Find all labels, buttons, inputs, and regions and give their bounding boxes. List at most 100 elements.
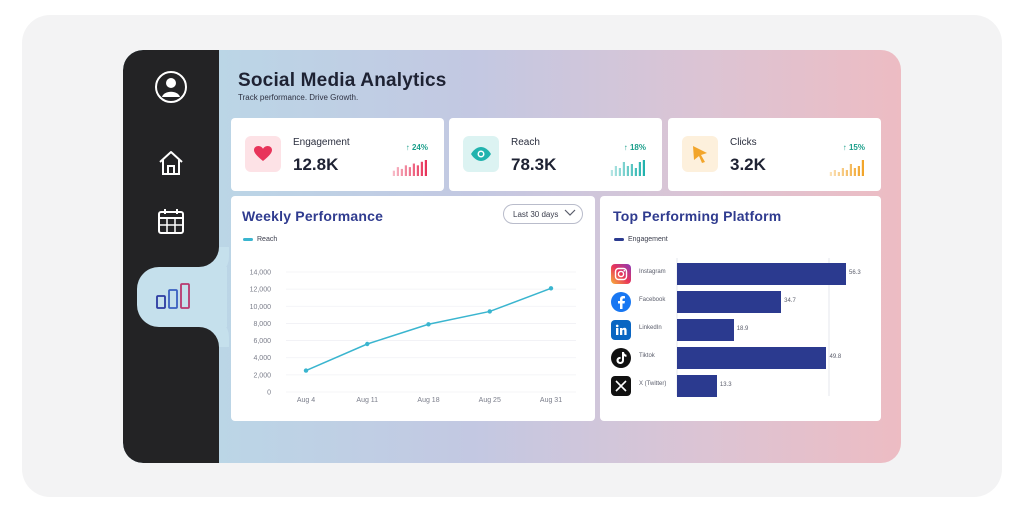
- kpi-value: 78.3K: [511, 155, 557, 174]
- sparkline-bar: [622, 162, 625, 176]
- sparkline-bar: [416, 165, 419, 176]
- cursor-icon: [682, 136, 718, 172]
- legend-label: Reach: [257, 236, 278, 243]
- kpi-value: 12.8K: [293, 155, 339, 174]
- y-tick-label: 6,000: [253, 338, 271, 345]
- sparkline-bar: [404, 165, 407, 176]
- x-tick-label: Aug 31: [540, 397, 562, 404]
- sparkline-bar: [853, 168, 856, 176]
- top-platform-panel: Top Performing Platform Engagement Insta…: [600, 196, 881, 421]
- platform-row[interactable]: Instagram 56.3: [611, 263, 871, 285]
- eye-icon: [463, 136, 499, 172]
- linkedin-icon: [611, 320, 631, 340]
- sparkline-bar: [400, 168, 403, 176]
- x-twitter-icon: [611, 376, 631, 396]
- sparkline-bar: [424, 160, 427, 176]
- kpi-value: 3.2K: [730, 155, 766, 174]
- y-tick-label: 0: [267, 390, 271, 397]
- y-tick-label: 2,000: [253, 372, 271, 379]
- y-tick-label: 4,000: [253, 355, 271, 362]
- platform-name: Instagram: [639, 269, 666, 275]
- page-subtitle: Track performance. Drive Growth.: [238, 93, 359, 102]
- sparkline-bar: [829, 172, 832, 176]
- platform-row[interactable]: Facebook 34.7: [611, 291, 871, 313]
- heart-icon: [245, 136, 281, 172]
- sparkline-bar: [614, 166, 617, 176]
- sparkline-bar: [861, 160, 864, 176]
- platform-name: Facebook: [639, 297, 666, 303]
- bar-value-label: 49.8: [829, 354, 842, 360]
- sparkline-bar: [642, 160, 645, 176]
- facebook-icon: [611, 292, 631, 312]
- sparkline-bar: [634, 168, 637, 176]
- y-tick-label: 14,000: [250, 270, 272, 277]
- data-point[interactable]: [548, 286, 554, 291]
- x-tick-label: Aug 25: [479, 397, 501, 404]
- chart-legend: Engagement: [614, 236, 668, 243]
- home-icon[interactable]: [151, 143, 191, 183]
- sparkline-bar: [857, 166, 860, 176]
- legend-label: Engagement: [628, 236, 668, 243]
- line-chart: 0 2,000 4,000 6,000 8,000 10,000 12,000 14,000 A…: [250, 270, 576, 404]
- sparkline: [610, 160, 645, 176]
- platform-name: LinkedIn: [639, 325, 662, 331]
- page-title: Social Media Analytics: [238, 70, 447, 91]
- sparkline-bar: [833, 170, 836, 176]
- platform-row[interactable]: LinkedIn 18.9: [611, 319, 871, 341]
- sparkline-bar: [420, 161, 423, 176]
- sparkline-bar: [837, 172, 840, 176]
- sidebar-active-tab[interactable]: [137, 267, 227, 327]
- sparkline-bar: [841, 168, 844, 176]
- bar-value-label: 18.9: [736, 326, 749, 332]
- sparkline-bar: [408, 167, 411, 176]
- sparkline-bar: [626, 166, 629, 176]
- sparkline-bar: [845, 170, 848, 176]
- kpi-label: Reach: [511, 137, 540, 148]
- platform-name: Tiktok: [639, 353, 655, 359]
- kpi-label: Engagement: [293, 137, 350, 148]
- y-tick-label: 12,000: [250, 287, 272, 294]
- user-avatar-icon[interactable]: [151, 67, 191, 107]
- tiktok-icon: [611, 348, 631, 368]
- chevron-down-icon: [564, 209, 576, 219]
- sparkline-bar: [849, 164, 852, 176]
- weekly-performance-panel: Weekly Performance Last 30 days Reach 0 2…: [231, 196, 595, 421]
- kpi-delta: ↑ 15%: [842, 143, 865, 152]
- bar: [677, 263, 846, 285]
- bar: [677, 347, 827, 369]
- x-tick-label: Aug 11: [356, 397, 378, 404]
- sidebar: [123, 50, 227, 463]
- kpi-delta: ↑ 18%: [623, 143, 646, 152]
- kpi-card-reach[interactable]: Reach 78.3K ↑ 18%: [449, 118, 662, 191]
- x-tick-label: Aug 4: [297, 397, 315, 404]
- kpi-delta: ↑ 24%: [405, 143, 428, 152]
- kpi-card-clicks[interactable]: Clicks 3.2K ↑ 15%: [668, 118, 881, 191]
- kpi-card-engagement[interactable]: Engagement 12.8K ↑ 24%: [231, 118, 444, 191]
- bar-value-label: 56.3: [849, 270, 861, 276]
- sparkline: [829, 160, 864, 176]
- data-point[interactable]: [487, 309, 492, 314]
- data-point[interactable]: [303, 368, 309, 373]
- sparkline-bar: [412, 163, 415, 176]
- bar: [677, 319, 734, 341]
- platform-row[interactable]: X (Twitter) 13.3: [611, 375, 871, 397]
- data-point[interactable]: [426, 322, 431, 327]
- instagram-icon: [611, 264, 631, 284]
- y-tick-label: 10,000: [250, 304, 272, 311]
- chart-legend: Reach: [243, 236, 277, 243]
- bar-value-label: 34.7: [784, 298, 796, 304]
- bar-chart: Instagram 56.3 Facebook 34.7 LinkedIn 18…: [600, 196, 881, 421]
- sparkline-bar: [638, 162, 641, 176]
- platform-row[interactable]: Tiktok 49.8: [611, 347, 871, 369]
- sparkline-bar: [392, 170, 395, 176]
- legend-swatch: [243, 238, 253, 241]
- sparkline-bar: [396, 167, 399, 176]
- bar-value-label: 13.3: [719, 382, 732, 388]
- panel-title: Weekly Performance: [242, 208, 384, 224]
- bar: [677, 375, 717, 397]
- sparkline-bar: [630, 164, 633, 176]
- date-range-dropdown[interactable]: Last 30 days: [503, 204, 583, 224]
- data-point[interactable]: [365, 341, 370, 347]
- kpi-label: Clicks: [730, 137, 757, 148]
- calendar-icon[interactable]: [151, 201, 191, 241]
